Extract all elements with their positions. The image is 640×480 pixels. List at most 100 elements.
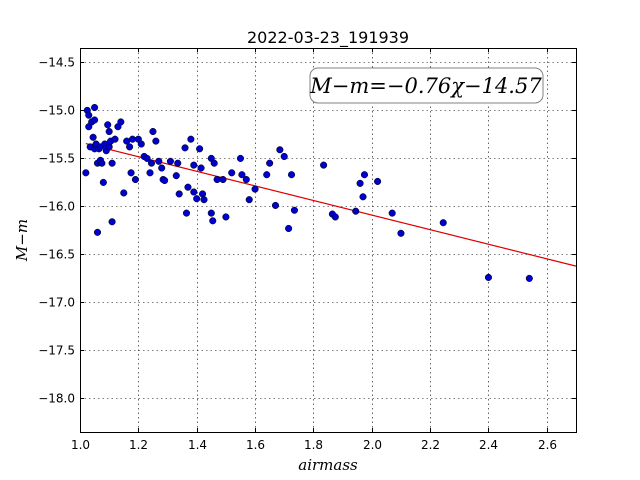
data-point <box>143 154 151 162</box>
data-point <box>108 159 116 167</box>
data-point <box>91 116 99 124</box>
data-point <box>91 103 99 112</box>
data-point <box>359 193 367 201</box>
data-point <box>120 189 128 197</box>
data-point <box>137 140 145 148</box>
y-tick-label: −17.5 <box>38 344 75 358</box>
y-tick-label: −14.5 <box>38 56 75 70</box>
data-point <box>228 169 236 177</box>
x-tick-label: 1.2 <box>129 438 148 452</box>
plot-frame <box>80 48 577 433</box>
x-tick-label: 2.2 <box>421 438 440 452</box>
data-point <box>356 179 364 187</box>
data-point <box>388 209 396 217</box>
y-tick-label: −16.5 <box>38 248 75 262</box>
x-tick-label: 1.6 <box>246 438 265 452</box>
grid <box>80 48 576 432</box>
data-point <box>251 185 259 193</box>
data-point <box>209 217 217 225</box>
data-point <box>320 161 328 169</box>
data-point <box>190 161 198 169</box>
data-point <box>105 127 113 136</box>
data-point <box>280 152 288 161</box>
data-point <box>219 175 227 184</box>
data-point <box>271 201 280 209</box>
data-point <box>207 209 215 217</box>
data-point <box>117 118 125 126</box>
annotation-text: M−m=−0.76χ−14.57 <box>309 74 542 98</box>
data-point <box>181 144 189 152</box>
data-point <box>182 209 191 217</box>
data-point <box>127 169 135 177</box>
data-point <box>152 137 160 145</box>
x-axis-ticks: 1.0 1.2 1.4 1.6 1.8 2.0 2.2 2.4 2.6 <box>71 48 557 452</box>
data-point <box>439 219 447 227</box>
data-point <box>360 171 369 179</box>
data-point <box>196 145 204 153</box>
x-tick-label: 1.4 <box>188 438 207 452</box>
data-point <box>98 159 106 167</box>
fit-line <box>85 142 577 267</box>
data-point <box>285 224 293 233</box>
data-point <box>290 206 298 214</box>
data-point <box>276 146 284 154</box>
data-point <box>161 176 169 185</box>
x-tick-label: 2.6 <box>538 438 557 452</box>
data-point <box>222 213 230 221</box>
data-point <box>245 196 253 204</box>
annotation-box <box>309 67 544 104</box>
data-point <box>82 169 90 177</box>
data-point <box>238 171 246 179</box>
data-point <box>172 172 180 180</box>
data-point <box>89 133 97 141</box>
data-point <box>104 121 112 129</box>
data-point <box>105 143 113 151</box>
x-tick-label: 2.4 <box>479 438 498 452</box>
y-tick-label: −18.0 <box>38 392 75 406</box>
data-point <box>146 169 154 177</box>
data-point <box>111 135 119 143</box>
data-point <box>263 171 271 179</box>
x-tick-label: 1.8 <box>304 438 323 452</box>
data-point <box>266 159 274 167</box>
y-tick-label: −15.0 <box>38 104 75 118</box>
data-point <box>155 157 163 165</box>
data-point <box>85 111 93 119</box>
y-axis-label: M−m <box>13 219 31 262</box>
data-point <box>352 207 360 215</box>
data-point <box>190 188 198 196</box>
data-point <box>93 228 102 236</box>
y-tick-label: −15.5 <box>38 152 75 166</box>
data-point <box>197 164 205 172</box>
data-point <box>149 127 157 136</box>
data-point <box>158 164 166 172</box>
y-tick-label: −17.0 <box>38 296 75 310</box>
data-point <box>484 273 493 281</box>
chart-title: 2022-03-23_191939 <box>247 28 409 48</box>
data-point <box>174 159 182 167</box>
data-point <box>187 135 195 143</box>
data-point <box>236 154 245 162</box>
data-point <box>131 175 139 184</box>
fit-line-layer <box>85 142 577 267</box>
data-point <box>175 190 183 198</box>
data-point <box>210 159 218 167</box>
data-point <box>166 157 174 165</box>
y-axis-ticks: −14.5 −15.0 −15.5 −16.0 −16.5 −17.0 −17.5 −18.0 <box>38 56 576 406</box>
data-point <box>126 143 134 151</box>
x-tick-label: 1.0 <box>71 438 90 452</box>
x-axis-label: airmass <box>298 456 358 474</box>
x-tick-label: 2.0 <box>363 438 382 452</box>
data-point <box>331 213 339 221</box>
y-tick-label: −16.0 <box>38 200 75 214</box>
data-point <box>108 218 116 226</box>
data-point <box>397 229 405 237</box>
fit-annotation: M−m=−0.76χ−14.57 <box>309 67 544 104</box>
data-point <box>525 274 533 282</box>
data-point <box>374 177 382 185</box>
data-point <box>200 196 208 204</box>
data-point <box>147 159 156 167</box>
data-point <box>193 195 201 203</box>
data-points <box>82 103 533 282</box>
